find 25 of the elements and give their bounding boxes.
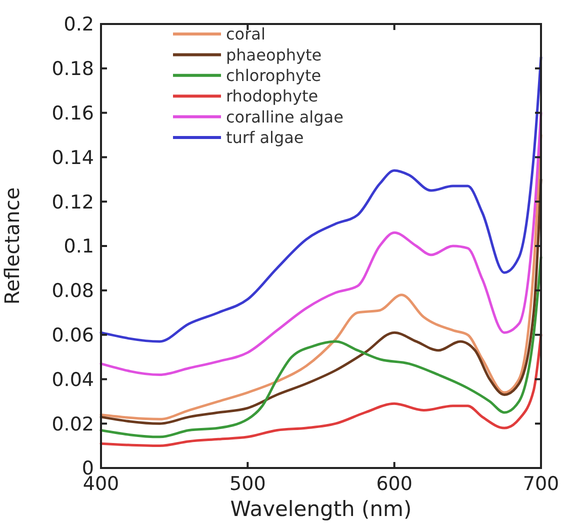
y-tick-label: 0.08 [52, 280, 94, 302]
y-tick-label: 0.04 [52, 368, 94, 391]
legend-label: phaeophyte [226, 45, 322, 64]
legend-label: chlorophyte [226, 66, 322, 85]
y-tick-label: 0.02 [52, 413, 94, 436]
y-tick-label: 0.18 [52, 58, 94, 80]
y-tick-label: 0.12 [52, 191, 94, 214]
line-series [100, 112, 542, 376]
y-tick-label: 0.2 [64, 14, 94, 36]
line-series [100, 178, 542, 425]
x-tick-label: 700 [522, 473, 560, 495]
x-tick-label: 500 [230, 473, 266, 495]
y-tick-label: 0.06 [52, 324, 94, 346]
legend-label: turf algae [226, 128, 304, 148]
y-axis-title: Reflectance [0, 187, 24, 305]
legend-label: rhodophyte [226, 86, 318, 106]
y-tick-label: 0.14 [52, 146, 94, 169]
legend-label: coral [226, 24, 266, 44]
y-tick-label: 0.16 [52, 102, 94, 124]
y-tick-label: 0.1 [64, 236, 94, 258]
x-tick-label: 600 [376, 473, 412, 495]
line-series [100, 256, 542, 438]
legend-label: coralline algae [226, 107, 344, 126]
line-series [100, 334, 542, 448]
x-axis-title: Wavelength (nm) [230, 497, 412, 521]
